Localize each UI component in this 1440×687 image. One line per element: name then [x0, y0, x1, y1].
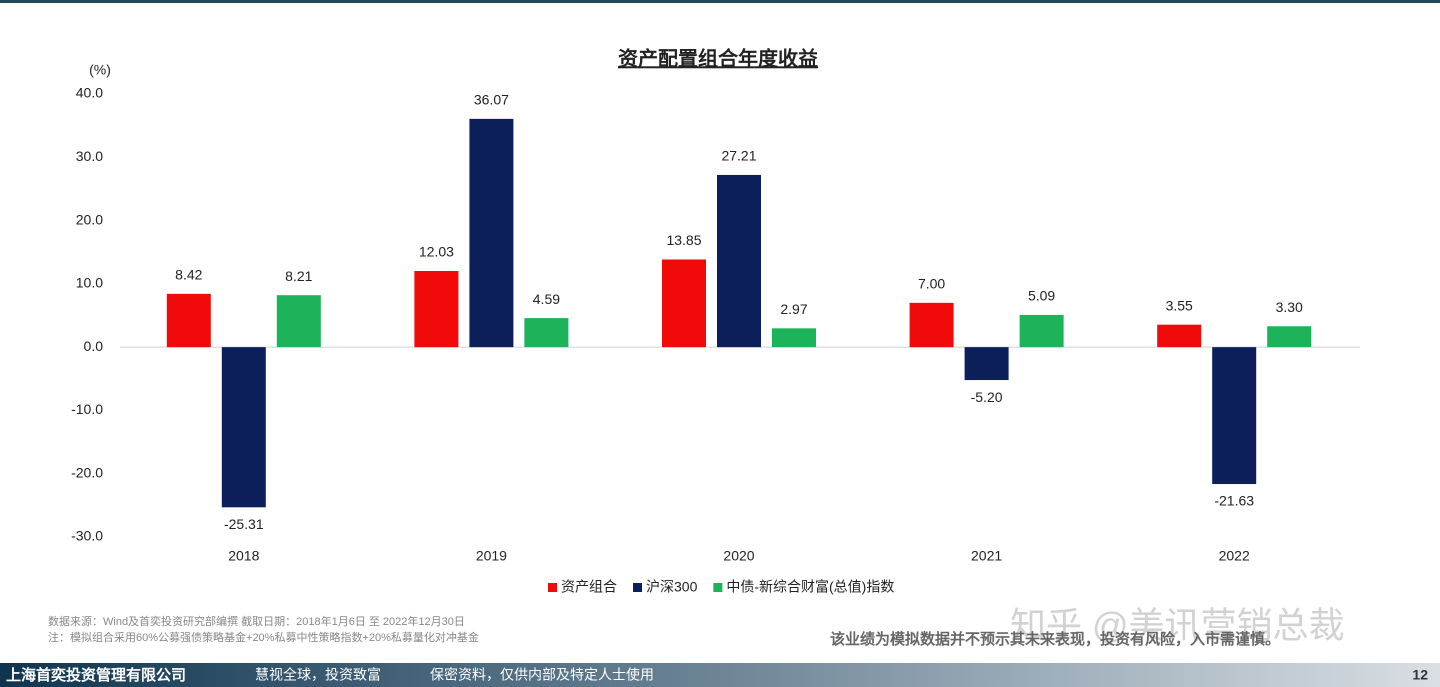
top-rule: [0, 0, 1440, 3]
chart-title: 资产配置组合年度收益: [618, 46, 818, 70]
legend-swatch: [713, 583, 723, 592]
bar: [1212, 347, 1257, 485]
note: 注：模拟组合采用60%公募强债策略基金+20%私募中性策略指数+20%私募量化对…: [48, 630, 479, 644]
bar: [221, 347, 266, 508]
x-tick-label: 2021: [971, 548, 1002, 564]
source-note: 数据来源：Wind及首奕投资研究部编撰 截取日期：2018年1月6日 至 202…: [48, 614, 465, 628]
value-label: 36.07: [474, 92, 509, 108]
disclaimer: 该业绩为模拟数据并不预示其未来表现，投资有风险，入市需谨慎。: [830, 630, 1280, 648]
value-label: 27.21: [721, 148, 756, 164]
bar: [469, 118, 514, 348]
bar: [166, 293, 211, 348]
value-label: 4.59: [533, 291, 560, 307]
value-label: 5.09: [1028, 288, 1055, 304]
legend-label: 中债-新综合财富(总值)指数: [726, 579, 894, 595]
value-label: 8.42: [175, 267, 202, 283]
value-label: 12.03: [419, 244, 454, 260]
value-label: 3.55: [1166, 297, 1193, 313]
legend-label: 资产组合: [561, 579, 617, 595]
bar: [964, 347, 1009, 381]
value-label: -21.63: [1214, 493, 1254, 509]
footer-company: 上海首奕投资管理有限公司: [6, 666, 186, 684]
page-number: 12: [1412, 667, 1428, 683]
value-label: 8.21: [285, 268, 312, 284]
value-label: -5.20: [971, 389, 1003, 405]
bar: [1019, 314, 1064, 348]
y-tick-label: 10.0: [76, 275, 103, 291]
y-tick-label: 0.0: [84, 338, 104, 354]
bar: [414, 271, 459, 348]
bar: [662, 259, 706, 348]
bar: [1157, 324, 1202, 348]
x-tick-label: 2022: [1219, 548, 1250, 564]
x-tick-label: 2020: [723, 548, 754, 564]
bar: [772, 328, 816, 348]
footer-slogan: 慧视全球，投资致富: [255, 667, 381, 683]
value-label: 3.30: [1276, 299, 1303, 315]
y-tick-label: -30.0: [71, 528, 103, 544]
value-label: 13.85: [666, 232, 701, 248]
y-tick-label: -10.0: [71, 401, 103, 417]
legend-swatch: [548, 583, 557, 592]
bar: [717, 174, 761, 348]
legend-label: 沪深300: [646, 579, 698, 595]
x-tick-label: 2018: [228, 548, 259, 564]
value-label: 7.00: [918, 276, 945, 292]
value-label: -25.31: [224, 516, 264, 532]
bar: [524, 318, 569, 348]
y-tick-label: -20.0: [71, 464, 103, 480]
watermark: 知乎 @美讯营销总裁: [1010, 605, 1345, 646]
y-tick-label: 40.0: [76, 85, 103, 101]
bar: [276, 295, 321, 348]
y-unit: (%): [89, 62, 111, 78]
bar: [1267, 326, 1312, 348]
footer-bar: [0, 663, 1440, 687]
y-tick-label: 30.0: [76, 148, 103, 164]
y-tick-label: 20.0: [76, 211, 103, 227]
footer-confidential: 保密资料，仅供内部及特定人士使用: [430, 667, 654, 683]
value-label: 2.97: [780, 301, 807, 317]
legend-swatch: [633, 583, 642, 592]
bar: [909, 302, 954, 348]
x-tick-label: 2019: [476, 548, 507, 564]
